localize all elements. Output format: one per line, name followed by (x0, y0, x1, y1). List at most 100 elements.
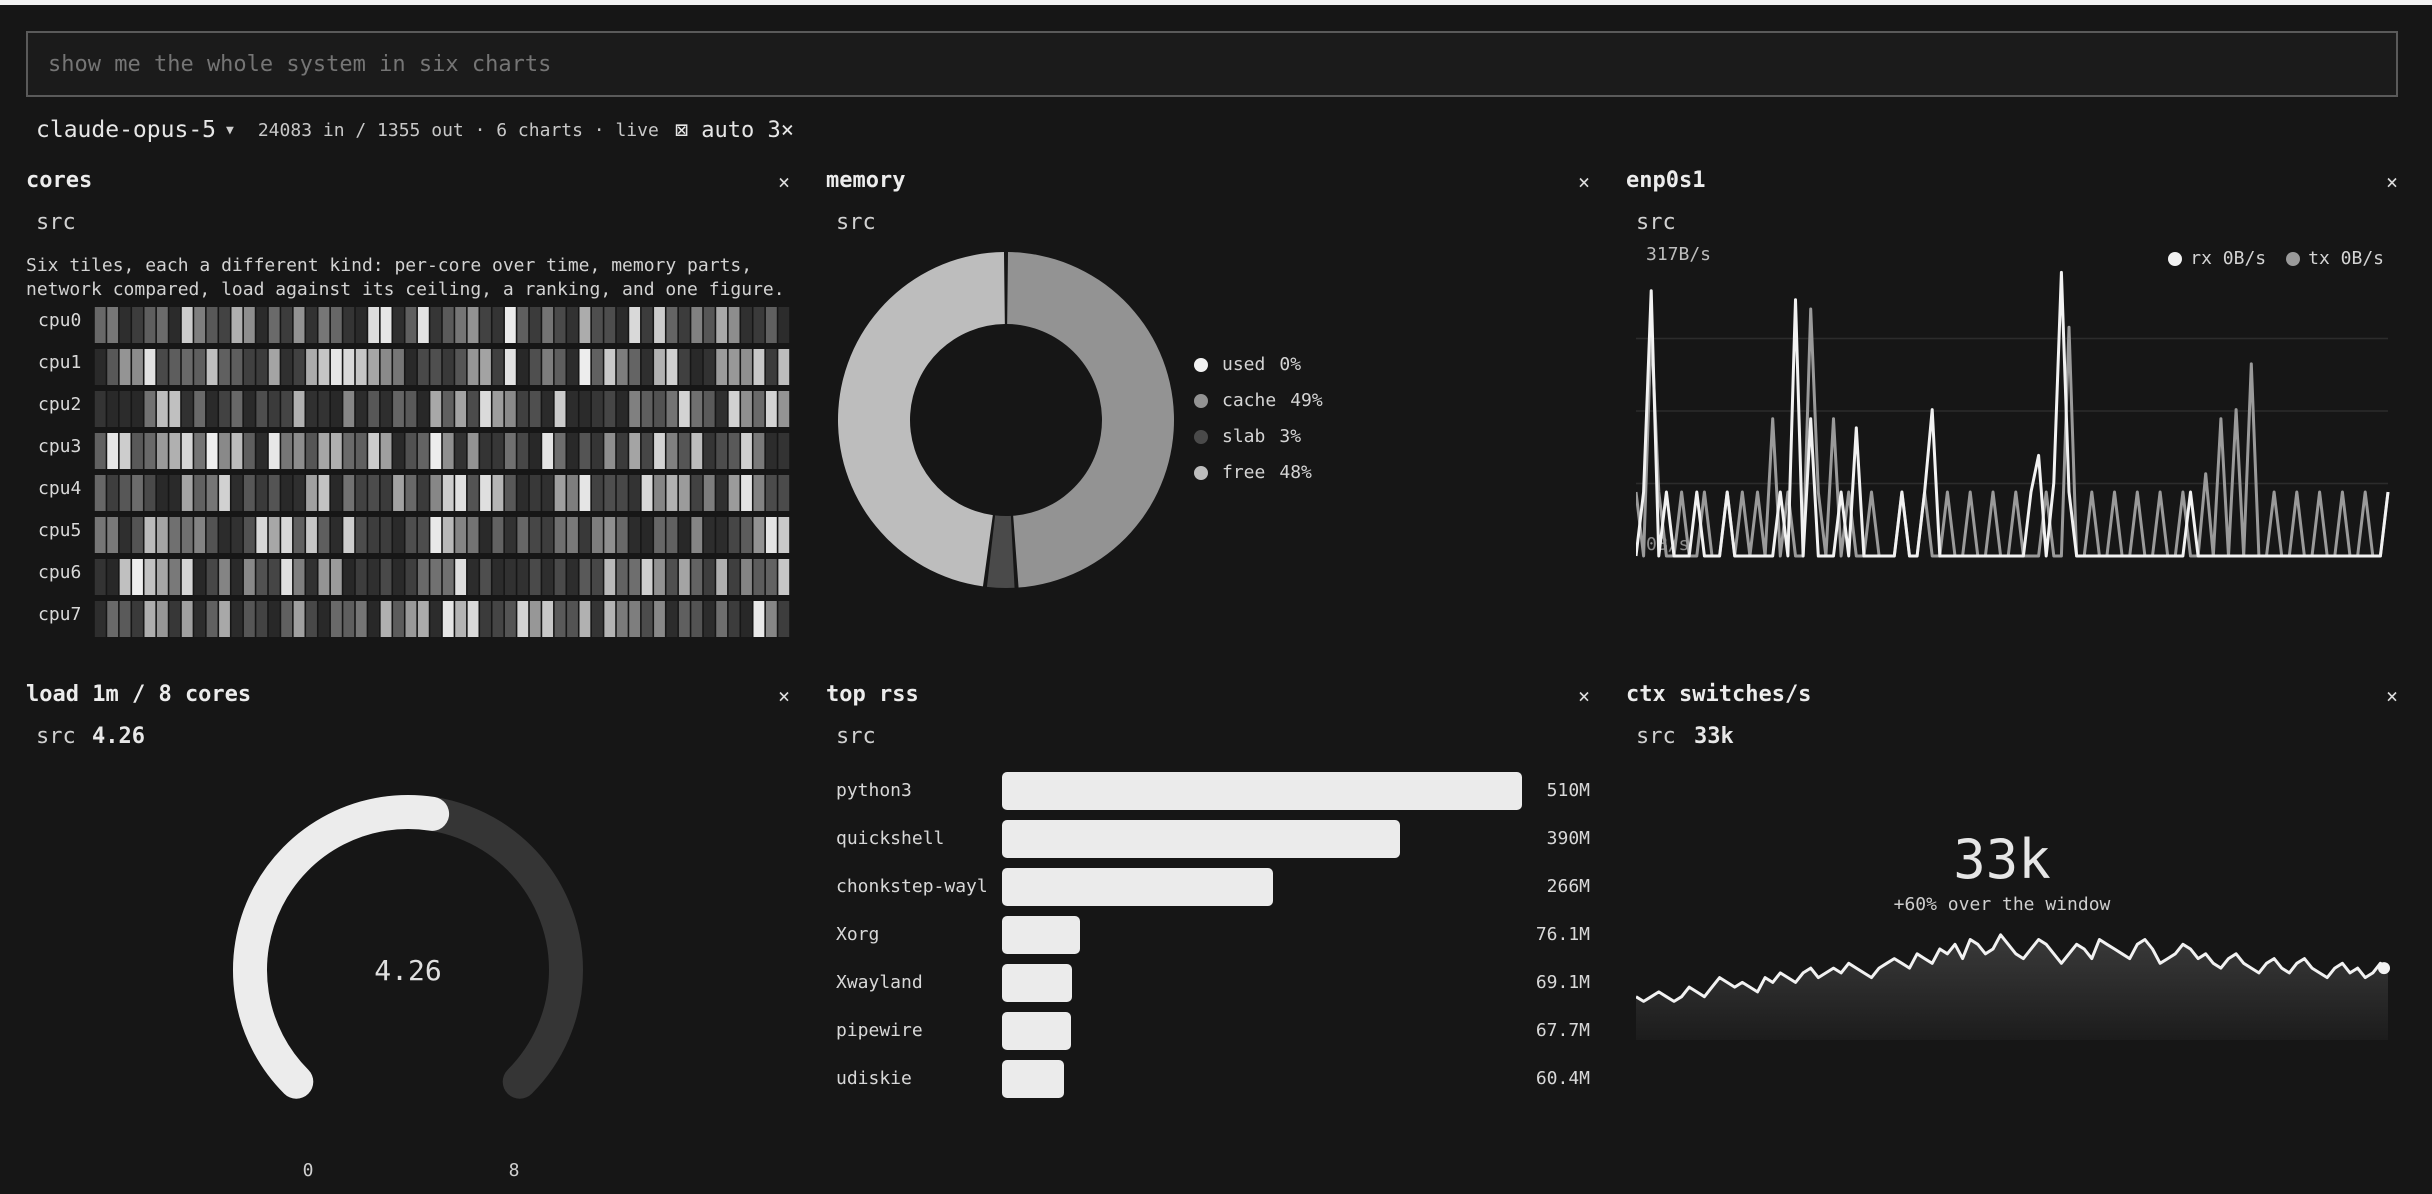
rss-bar (1002, 820, 1400, 858)
heatmap-cell (442, 601, 454, 637)
heatmap-cell (504, 433, 516, 469)
ctx-figure: 33k (1953, 828, 2051, 891)
cpu-label: cpu5 (38, 520, 82, 541)
heatmap-cell (716, 475, 728, 511)
heatmap-cell (293, 559, 305, 595)
close-icon[interactable]: × (2385, 170, 2398, 194)
heatmap-cell (467, 475, 479, 511)
top-edge (0, 0, 2432, 5)
close-icon[interactable]: × (1577, 170, 1590, 194)
tile-net: enp0s1 × src rx 0B/s tx 0B/s 317B/s 0B/s (1626, 168, 2398, 640)
heatmap-cell (281, 475, 293, 511)
heatmap-cell (567, 391, 578, 427)
heatmap-cell (442, 559, 454, 595)
heatmap-cell (517, 391, 529, 427)
rss-value: 266M (1546, 876, 1590, 897)
heatmap-cell (132, 307, 143, 343)
close-icon[interactable]: × (777, 170, 790, 194)
heatmap-cell (181, 517, 193, 553)
heatmap-cell (542, 517, 554, 553)
heatmap-cell (629, 349, 641, 385)
heatmap-cell (343, 391, 355, 427)
heatmap-cell (753, 391, 765, 427)
prompt-input[interactable] (26, 31, 2398, 97)
close-icon[interactable]: × (2385, 684, 2398, 708)
heatmap-cell (144, 559, 156, 595)
heatmap-cell (343, 559, 355, 595)
heatmap-cell (119, 517, 131, 553)
heatmap-cell (567, 475, 578, 511)
src-toggle[interactable]: src (836, 724, 876, 749)
heatmap-cell (132, 601, 143, 637)
heatmap-cell (430, 559, 442, 595)
close-icon[interactable]: × (777, 684, 790, 708)
heatmap-cell (753, 601, 765, 637)
heatmap-cell (144, 307, 156, 343)
gauge-min-label: 0 (303, 1160, 314, 1181)
heatmap-cell (467, 307, 479, 343)
heatmap-cell (517, 559, 529, 595)
heatmap-cell (206, 391, 218, 427)
heatmap-cell (219, 517, 230, 553)
heatmap-cell (716, 433, 728, 469)
heatmap-cell (330, 391, 342, 427)
heatmap-cell (405, 433, 417, 469)
heatmap-cell (542, 475, 554, 511)
heatmap-cell (703, 601, 715, 637)
close-icon[interactable]: × (1577, 684, 1590, 708)
heatmap-cell (480, 475, 491, 511)
net-legend: rx 0B/s tx 0B/s (2168, 248, 2384, 269)
auto-toggle[interactable]: ⊠ auto 3× (674, 117, 795, 143)
heatmap-cell (616, 601, 628, 637)
heatmap-cell (107, 475, 119, 511)
heatmap-cell (666, 433, 678, 469)
ctx-sparkline (1636, 933, 2390, 1040)
heatmap-cell (480, 559, 491, 595)
heatmap-cell (405, 559, 417, 595)
heatmap-cell (616, 475, 628, 511)
heatmap-cell (380, 433, 392, 469)
src-toggle[interactable]: src (836, 210, 876, 235)
heatmap-cell (691, 517, 703, 553)
tile-title: cores (26, 168, 93, 193)
heatmap-cell (156, 601, 168, 637)
heatmap-cell (641, 349, 653, 385)
heatmap-cell (778, 601, 790, 637)
heatmap-cell (728, 601, 740, 637)
legend-pct: 3% (1279, 426, 1302, 447)
heatmap-cell (156, 517, 168, 553)
heatmap-cell (778, 475, 790, 511)
heatmap-cell (604, 307, 616, 343)
heatmap-cell (504, 475, 516, 511)
rss-bar (1002, 1012, 1072, 1050)
load-gauge: 4.26 0 8 (233, 795, 583, 1181)
heatmap-cell (231, 433, 243, 469)
heatmap-cell (741, 517, 752, 553)
legend-pct: 48% (1279, 462, 1312, 483)
src-toggle[interactable]: src (36, 210, 76, 235)
heatmap-cell (542, 349, 554, 385)
heatmap-cell (616, 307, 628, 343)
heatmap-cell (144, 601, 156, 637)
src-toggle[interactable]: src (1636, 210, 1676, 235)
model-selector[interactable]: claude-opus-5 (36, 117, 217, 143)
heatmap-cell (629, 559, 641, 595)
heatmap-cell (691, 391, 703, 427)
heatmap-cell (393, 433, 404, 469)
heatmap-cell (368, 517, 380, 553)
heatmap-cell (393, 517, 404, 553)
heatmap-cell (753, 517, 765, 553)
heatmap-cell (219, 559, 230, 595)
heatmap-cell (94, 391, 106, 427)
heatmap-cell (741, 433, 752, 469)
legend-item: slab 3% (1194, 426, 1301, 447)
src-toggle[interactable]: src (1636, 724, 1676, 749)
src-toggle[interactable]: src (36, 724, 76, 749)
heatmap-cell (94, 307, 106, 343)
chevron-down-icon[interactable]: ▼ (226, 122, 234, 138)
heatmap-cell (641, 307, 653, 343)
heatmap-cell (442, 349, 454, 385)
tile-title: ctx switches/s (1626, 682, 1812, 707)
heatmap-cell (554, 559, 566, 595)
heatmap-cell (666, 391, 678, 427)
